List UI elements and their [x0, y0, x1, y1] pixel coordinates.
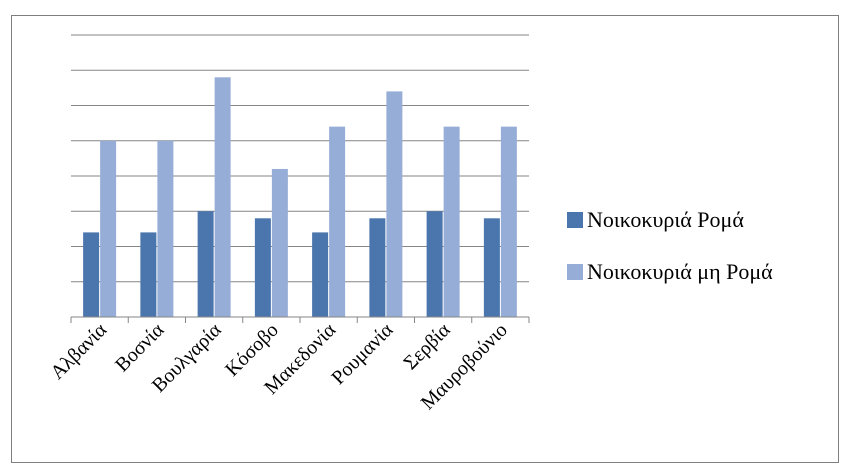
bar-non-roma-5	[386, 91, 403, 318]
legend: Νοικοκυριά Ρομά Νοικοκυριά μη Ρομά	[567, 207, 773, 284]
gridlines	[71, 34, 529, 283]
bar-roma-6	[426, 211, 443, 317]
bar-chart: Αλβανία ΒοσνίαΒουλγαρίαΚόσοβοΜακεδονίαΡου…	[46, 34, 773, 415]
x-tick-labels: Αλβανία ΒοσνίαΒουλγαρίαΚόσοβοΜακεδονίαΡου…	[46, 319, 512, 415]
bars	[83, 77, 517, 318]
legend-label-1: Νοικοκυριά μη Ρομά	[587, 259, 773, 284]
x-tick-label: Αλβανία	[46, 319, 111, 384]
bar-roma-3	[254, 218, 271, 317]
bar-non-roma-4	[329, 126, 346, 318]
bar-non-roma-7	[500, 126, 517, 318]
bar-roma-5	[369, 218, 386, 317]
bar-non-roma-0	[100, 140, 117, 317]
x-tick-label: Σερβία	[399, 319, 455, 375]
bar-roma-2	[197, 211, 214, 317]
bar-non-roma-3	[271, 168, 288, 317]
legend-swatch-0	[567, 212, 583, 228]
bar-non-roma-1	[157, 140, 174, 317]
chart-frame: Αλβανία Βοσνία Βουλγαρία Κόσοβο Μακεδονία Ρου…	[11, 15, 839, 463]
bar-roma-4	[312, 232, 329, 317]
bar-non-roma-6	[443, 126, 460, 318]
legend-swatch-1	[567, 264, 583, 280]
bar-non-roma-2	[214, 77, 231, 317]
x-axis	[70, 316, 530, 323]
bar-roma-0	[83, 232, 100, 317]
bar-roma-1	[140, 232, 157, 317]
legend-label-0: Νοικοκυριά Ρομά	[587, 207, 744, 232]
x-tick-label: Ρουμανία	[327, 319, 397, 389]
bar-roma-7	[483, 218, 500, 317]
